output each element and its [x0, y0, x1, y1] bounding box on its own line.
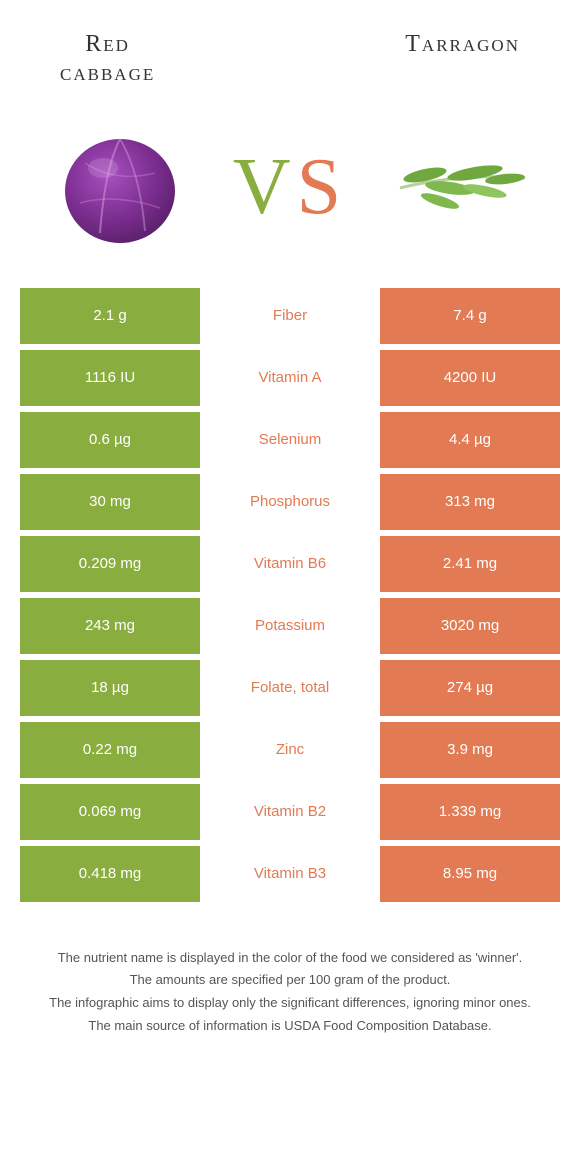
footer-notes: The nutrient name is displayed in the co…	[0, 908, 580, 1059]
nutrient-label: Zinc	[200, 722, 380, 778]
left-value: 243 mg	[20, 598, 200, 654]
footer-line-3: The infographic aims to display only the…	[30, 993, 550, 1014]
left-value: 0.069 mg	[20, 784, 200, 840]
left-value: 0.209 mg	[20, 536, 200, 592]
table-row: 0.209 mgVitamin B62.41 mg	[20, 536, 560, 592]
table-row: 0.418 mgVitamin B38.95 mg	[20, 846, 560, 902]
right-value: 3.9 mg	[380, 722, 560, 778]
nutrient-label: Vitamin B6	[200, 536, 380, 592]
nutrient-table: 2.1 gFiber7.4 g 1116 IUVitamin A4200 IU 0.…	[0, 288, 580, 902]
left-food-title: Red cabbage	[60, 30, 155, 88]
footer-line-1: The nutrient name is displayed in the co…	[30, 948, 550, 969]
left-value: 0.418 mg	[20, 846, 200, 902]
vs-s: S	[297, 143, 348, 231]
red-cabbage-icon	[50, 118, 190, 258]
right-value: 4.4 µg	[380, 412, 560, 468]
right-value: 1.339 mg	[380, 784, 560, 840]
footer-line-2: The amounts are specified per 100 gram o…	[30, 970, 550, 991]
right-value: 7.4 g	[380, 288, 560, 344]
nutrient-label: Vitamin B2	[200, 784, 380, 840]
left-value: 30 mg	[20, 474, 200, 530]
nutrient-label: Potassium	[200, 598, 380, 654]
table-row: 30 mgPhosphorus313 mg	[20, 474, 560, 530]
table-row: 243 mgPotassium3020 mg	[20, 598, 560, 654]
right-value: 8.95 mg	[380, 846, 560, 902]
table-row: 0.22 mgZinc3.9 mg	[20, 722, 560, 778]
vs-v: V	[233, 143, 297, 231]
nutrient-label: Folate, total	[200, 660, 380, 716]
left-value: 18 µg	[20, 660, 200, 716]
vs-label: VS	[233, 142, 347, 233]
table-row: 0.069 mgVitamin B21.339 mg	[20, 784, 560, 840]
nutrient-label: Vitamin B3	[200, 846, 380, 902]
nutrient-label: Selenium	[200, 412, 380, 468]
images-row: VS	[0, 98, 580, 288]
table-row: 2.1 gFiber7.4 g	[20, 288, 560, 344]
table-row: 0.6 µgSelenium4.4 µg	[20, 412, 560, 468]
nutrient-label: Vitamin A	[200, 350, 380, 406]
right-value: 4200 IU	[380, 350, 560, 406]
left-value: 1116 IU	[20, 350, 200, 406]
table-row: 18 µgFolate, total274 µg	[20, 660, 560, 716]
left-value: 0.22 mg	[20, 722, 200, 778]
tarragon-icon	[390, 118, 530, 258]
right-food-title: Tarragon	[405, 30, 520, 88]
right-value: 3020 mg	[380, 598, 560, 654]
nutrient-label: Phosphorus	[200, 474, 380, 530]
table-row: 1116 IUVitamin A4200 IU	[20, 350, 560, 406]
left-value: 2.1 g	[20, 288, 200, 344]
nutrient-label: Fiber	[200, 288, 380, 344]
right-value: 2.41 mg	[380, 536, 560, 592]
right-value: 313 mg	[380, 474, 560, 530]
footer-line-4: The main source of information is USDA F…	[30, 1016, 550, 1037]
right-value: 274 µg	[380, 660, 560, 716]
left-value: 0.6 µg	[20, 412, 200, 468]
header: Red cabbage Tarragon	[0, 0, 580, 98]
